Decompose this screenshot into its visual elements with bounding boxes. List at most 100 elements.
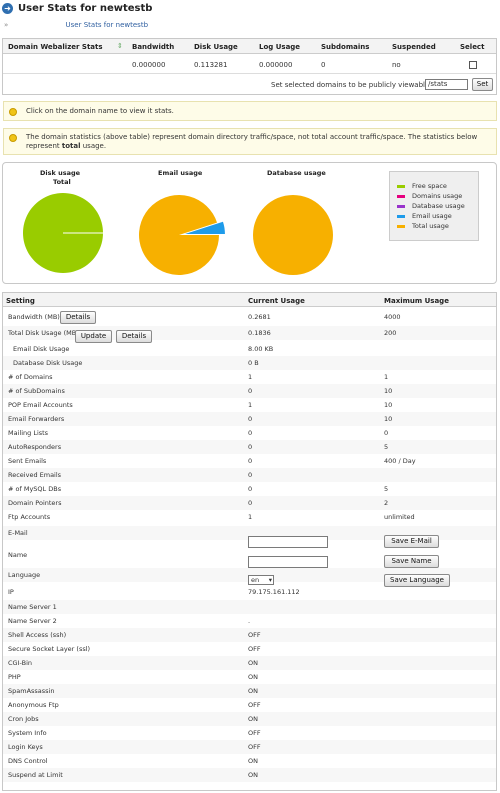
current-usage: 1 — [248, 401, 253, 409]
save-name-button[interactable]: Save Name — [384, 555, 439, 568]
settings-header — [3, 293, 496, 307]
current-usage: . — [248, 617, 251, 625]
legend-swatch — [397, 184, 405, 188]
settings-row: # of Domains 1 1 — [3, 370, 496, 384]
settings-row: Secure Socket Layer (ssl) OFF — [3, 642, 496, 656]
current-usage: ON — [248, 771, 258, 779]
current-usage: ON — [248, 715, 258, 723]
current-usage: ON — [248, 659, 258, 667]
settings-row: Name Server 2. — [3, 614, 496, 628]
email-chart-title: Email usage — [158, 169, 203, 177]
header-setting: Setting — [6, 297, 35, 305]
current-usage: OFF — [248, 743, 261, 751]
select-checkbox[interactable] — [469, 61, 477, 69]
setting-label: Name Server 2 — [8, 617, 57, 625]
setting-label: # of Domains — [8, 373, 53, 381]
legend-swatch — [397, 204, 405, 208]
page-header: ➜ User Stats for newtestb — [0, 0, 500, 17]
current-usage: ON — [248, 757, 258, 765]
current-usage: 0 — [248, 415, 253, 423]
col-suspended[interactable]: Suspended — [392, 43, 436, 51]
current-usage: 0.2681 — [248, 313, 271, 321]
setting-label: IP — [8, 588, 14, 596]
bandwidth-details-button[interactable]: Details — [60, 311, 96, 324]
subdomains-value: 0 — [321, 61, 326, 69]
legend-item: Database usage — [397, 202, 465, 210]
maximum-usage: 10 — [384, 387, 393, 395]
setting-label: Cron Jobs — [8, 715, 39, 723]
settings-row: Cron Jobs ON — [3, 712, 496, 726]
settings-row: PHP ON — [3, 670, 496, 684]
settings-row: IP 79.175.161.112 — [3, 585, 496, 599]
setting-label: Ftp Accounts — [8, 513, 51, 521]
col-bandwidth[interactable]: Bandwidth — [132, 43, 175, 51]
name-input[interactable] — [248, 556, 328, 568]
legend-swatch — [397, 224, 405, 228]
settings-row: Mailing Lists 0 0 — [3, 426, 496, 440]
account-settings-table: Setting Current Usage Maximum Usage Band… — [2, 292, 497, 791]
current-usage: 0 — [248, 443, 253, 451]
setting-label: # of SubDomains — [8, 387, 65, 395]
maximum-usage: 200 — [384, 329, 397, 337]
col-select: Select — [460, 43, 485, 51]
col-domain[interactable]: Domain Webalizer Stats — [8, 43, 103, 51]
settings-row: System Info OFF — [3, 726, 496, 740]
header-current: Current Usage — [248, 297, 305, 305]
settings-row: Name — [3, 548, 496, 562]
bandwidth-value: 0.000000 — [132, 61, 166, 69]
legend-item: Email usage — [397, 212, 452, 220]
chevron-down-icon: ▾ — [268, 576, 272, 584]
current-usage: OFF — [248, 645, 261, 653]
pie-slice — [22, 192, 103, 273]
suspended-value: no — [392, 61, 401, 69]
setting-label: Received Emails — [8, 471, 62, 479]
setting-label: Total Disk Usage (MB) — [8, 329, 79, 337]
current-usage: 1 — [248, 513, 253, 521]
sort-arrows-icon[interactable]: ⇕ — [117, 42, 123, 50]
current-usage: 0 B — [248, 359, 259, 367]
save-language-button[interactable]: Save Language — [384, 574, 450, 587]
set-button[interactable]: Set — [472, 78, 493, 91]
current-usage: ON — [248, 673, 258, 681]
current-usage: 0.1836 — [248, 329, 271, 337]
setting-label: DNS Control — [8, 757, 48, 765]
pie-slice — [253, 195, 333, 275]
back-arrow-icon[interactable]: ➜ — [2, 3, 13, 14]
language-select[interactable]: en ▾ — [248, 575, 274, 585]
maximum-usage: 10 — [384, 415, 393, 423]
settings-row: Database Disk Usage 0 B — [3, 356, 496, 370]
stats-path-input[interactable]: /stats — [425, 79, 468, 90]
breadcrumb-separator: » — [4, 21, 9, 29]
col-subdomains[interactable]: Subdomains — [321, 43, 370, 51]
log-usage-value: 0.000000 — [259, 61, 293, 69]
col-disk-usage[interactable]: Disk Usage — [194, 43, 238, 51]
disk-chart-subtitle: Total — [53, 178, 71, 186]
legend-item: Total usage — [397, 222, 449, 230]
save-email-button[interactable]: Save E-Mail — [384, 535, 439, 548]
col-log-usage[interactable]: Log Usage — [259, 43, 301, 51]
setting-label: Email Disk Usage — [13, 345, 70, 353]
setting-label: PHP — [8, 673, 21, 681]
legend-item: Domains usage — [397, 192, 462, 200]
current-usage: OFF — [248, 729, 261, 737]
settings-row: POP Email Accounts 1 10 — [3, 398, 496, 412]
chart-legend: Free space Domains usage Database usage … — [389, 171, 479, 241]
settings-row: Domain Pointers 0 2 — [3, 496, 496, 510]
pie-chart — [138, 195, 225, 275]
disk-update-button[interactable]: Update — [75, 330, 112, 343]
legend-label: Total usage — [412, 222, 449, 230]
setting-label: Sent Emails — [8, 457, 47, 465]
header-max: Maximum Usage — [384, 297, 449, 305]
settings-row: Shell Access (ssh) OFF — [3, 628, 496, 642]
setting-label: AutoResponders — [8, 443, 62, 451]
legend-label: Database usage — [412, 202, 465, 210]
disk-details-button[interactable]: Details — [116, 330, 152, 343]
click-note-text: Click on the domain name to view it stat… — [26, 107, 174, 115]
email-input[interactable] — [248, 536, 328, 548]
legend-label: Email usage — [412, 212, 452, 220]
settings-row: Bandwidth (MB) 0.2681 4000 — [3, 310, 496, 324]
setting-label: Bandwidth (MB) — [8, 313, 60, 321]
breadcrumb-link[interactable]: User Stats for newtestb — [65, 21, 149, 29]
domain-stats-table: Domain Webalizer Stats ⇕ Bandwidth Disk … — [2, 38, 497, 95]
lightbulb-icon — [9, 134, 17, 142]
